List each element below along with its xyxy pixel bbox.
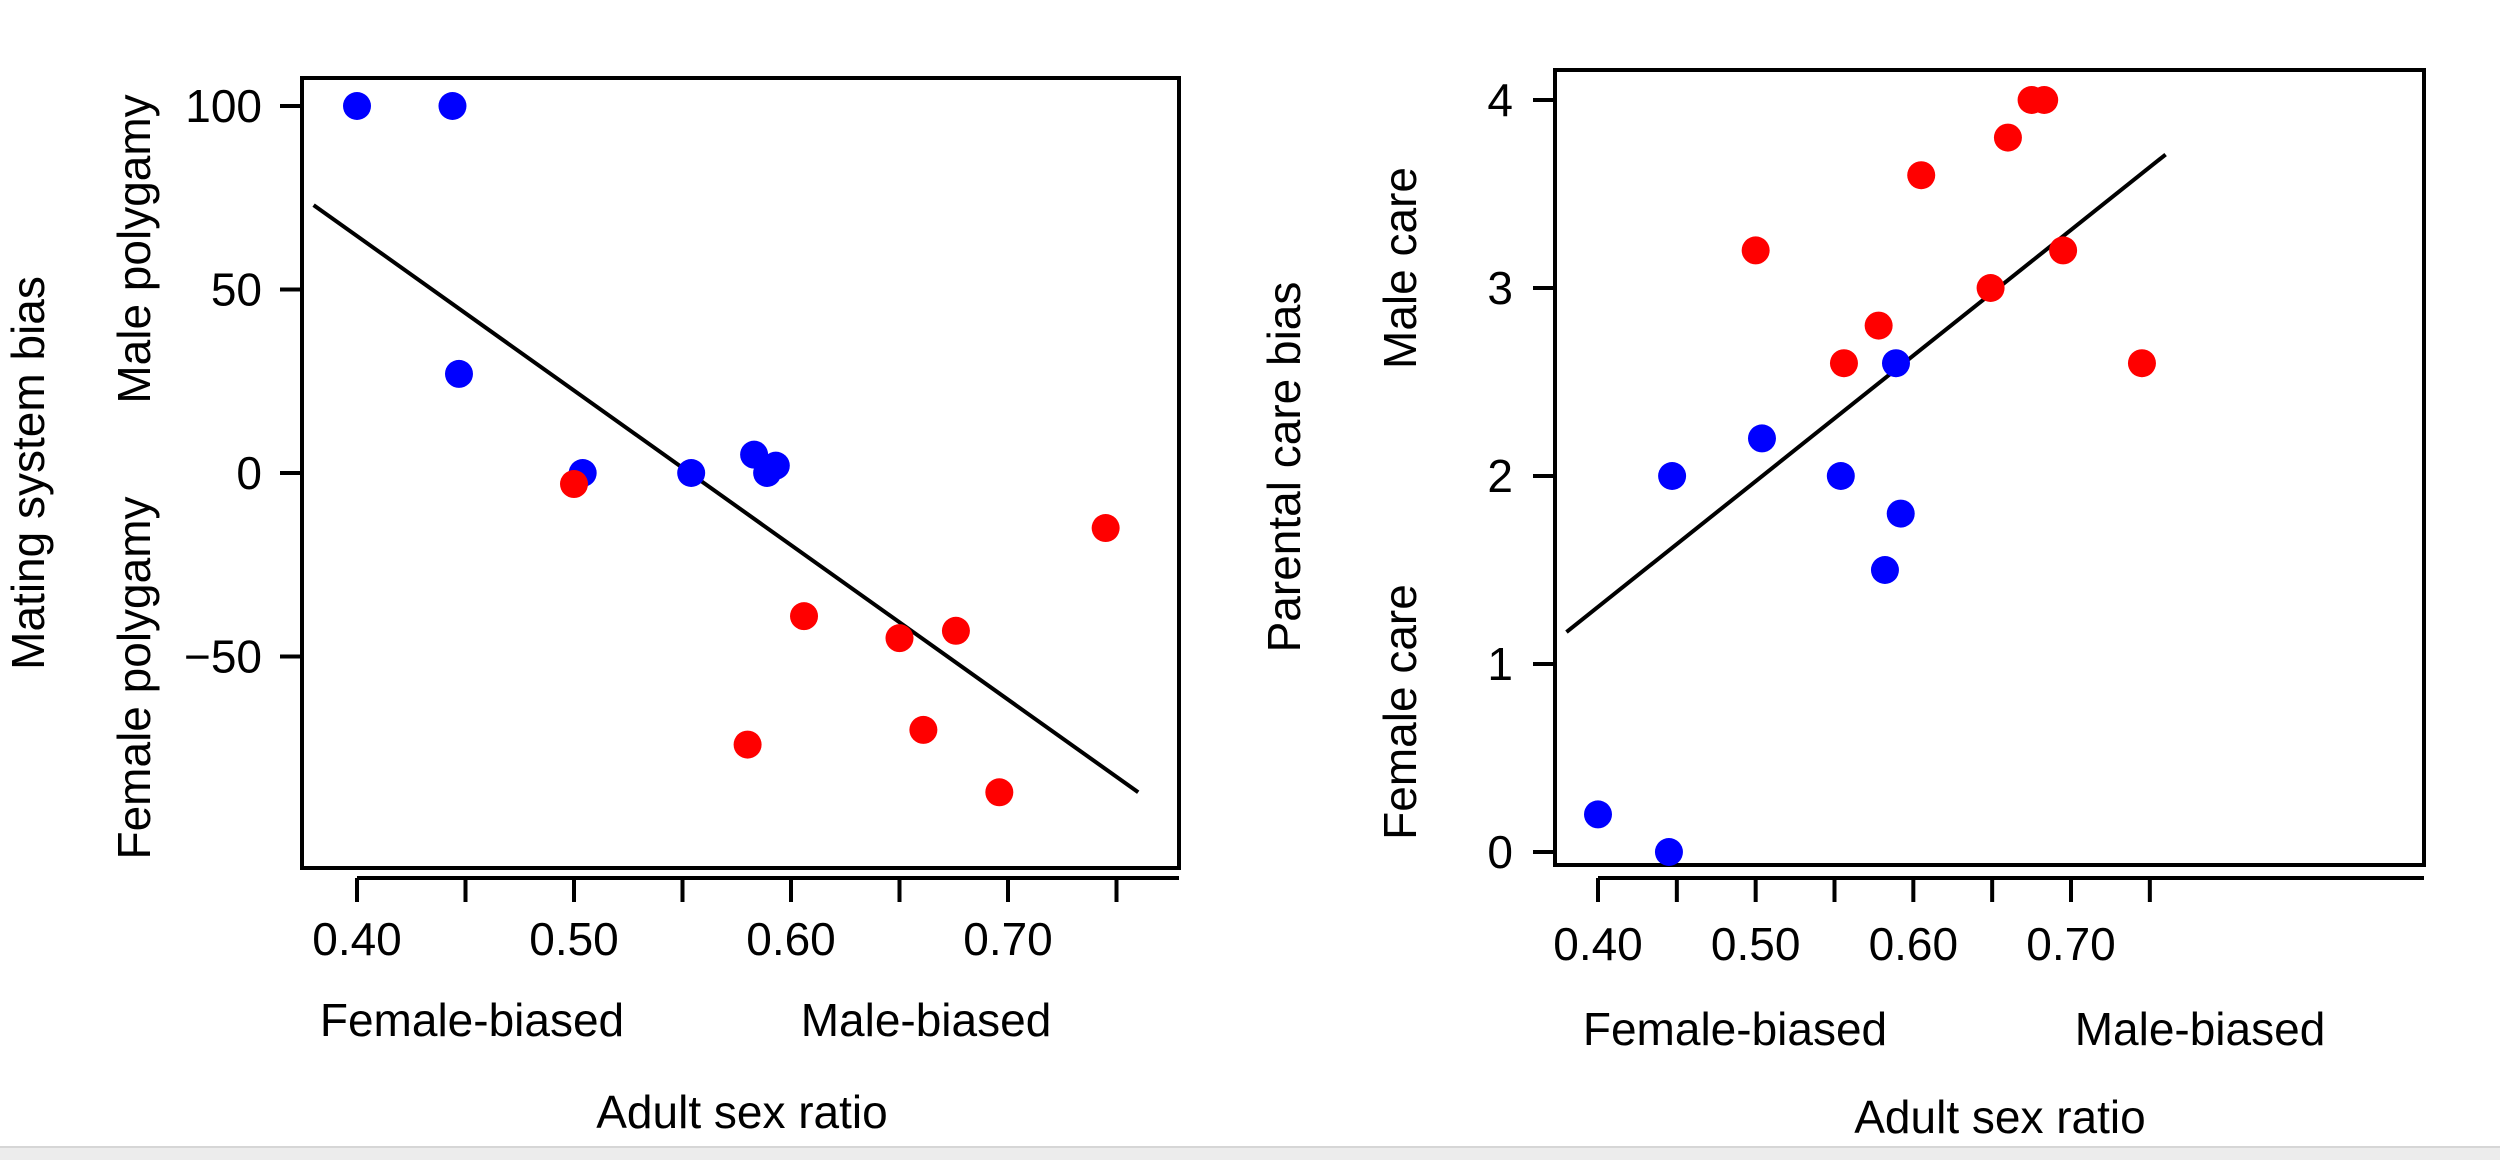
x-axis-title: Adult sex ratio [596,1086,887,1138]
regression-line [312,203,1140,794]
blue-data-point [444,359,473,388]
y-side-label-low: Female care [1374,584,1426,840]
x-tick-label: 0.70 [963,913,1053,965]
red-data-point [985,778,1014,807]
x-axis: 0.40 0.50 0.60 0.70 [312,876,1179,965]
blue-data-point [1826,462,1855,490]
x-axis-title: Adult sex ratio [1854,1091,2145,1143]
blue-data-point [1584,800,1612,829]
blue-data-point [1886,499,1915,528]
y-tick-label: 3 [1487,262,1513,314]
red-data-point [790,602,819,631]
red-data-point [2030,86,2059,114]
x-tick-label: 0.50 [1711,918,1801,970]
x-side-label-left: Female-biased [1583,1003,1887,1055]
blue-data-point [1870,556,1899,584]
x-tick-label: 0.50 [529,913,619,965]
blue-data-point [1654,838,1683,866]
bottom-divider [0,1146,2500,1160]
y-side-label-low: Female polygamy [108,496,160,859]
y-side-label-high: Male polygamy [108,94,160,403]
blue-data-point [1747,424,1776,453]
x-axis: 0.40 0.50 0.60 0.70 [1553,876,2424,970]
blue-data-point [1881,349,1910,378]
red-data-point [1976,274,2005,302]
regression-line [1565,152,2167,634]
x-side-label-right: Male-biased [2075,1003,2326,1055]
red-data-point [885,624,914,653]
y-axis-title: Mating system bias [2,276,54,670]
red-data-point [2049,236,2078,265]
x-side-label-right: Male-biased [801,994,1052,1046]
y-tick-label: 2 [1487,450,1513,502]
red-data-point [1864,311,1893,340]
x-tick-label: 0.40 [312,913,402,965]
y-axis: 0 1 2 3 4 [1487,74,1555,878]
mating-system-panel: −50 0 50 100 0.40 0.50 0.60 0.70 Female-biased… [2,76,1181,1138]
y-tick-label: 4 [1487,74,1513,126]
red-data-point [1907,161,1936,190]
x-tick-label: 0.40 [1553,918,1643,970]
blue-data-point [343,92,371,120]
y-tick-label: 0 [236,447,262,499]
y-axis-title: Parental care bias [1258,282,1310,653]
red-data-point [1993,123,2022,152]
y-tick-label: −50 [184,631,262,683]
blue-data-point [1658,462,1687,490]
red-data-point [560,470,588,499]
x-side-label-left: Female-biased [320,994,624,1046]
x-tick-label: 0.60 [1869,918,1959,970]
y-axis: −50 0 50 100 [184,80,302,683]
red-data-point [733,730,762,759]
data-points [343,92,1120,807]
blue-data-point [761,451,790,480]
parental-care-panel: 0 1 2 3 4 0.40 0.50 0.60 0.70 Female-biased Mal… [1258,68,2426,1143]
y-tick-label: 50 [211,264,262,316]
red-data-point [2127,349,2156,378]
red-data-point [1741,236,1770,265]
red-data-point [941,616,970,645]
x-tick-label: 0.60 [746,913,836,965]
red-data-point [1091,514,1120,543]
red-data-point [1829,349,1858,378]
y-tick-label: 1 [1487,638,1513,690]
data-points [1584,86,2156,866]
y-tick-label: 0 [1487,826,1513,878]
x-tick-label: 0.70 [2026,918,2116,970]
red-data-point [909,715,938,744]
plot-frame [1553,68,2426,867]
blue-data-point [438,92,467,120]
y-side-label-high: Male care [1374,167,1426,369]
y-tick-label: 100 [185,80,262,132]
blue-data-point [677,459,706,487]
